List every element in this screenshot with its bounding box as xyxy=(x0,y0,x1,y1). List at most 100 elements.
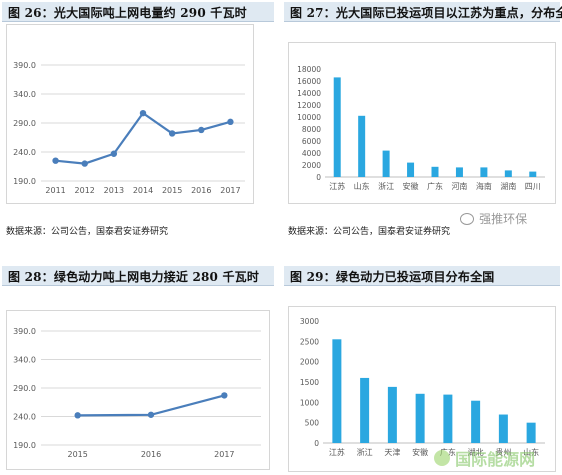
title-bar: 图 26：光大国际吨上网电量约 290 千瓦时 xyxy=(2,2,274,22)
chart-area: 190.0 240.0 290.0 340.0 390.0 2011 2012 2013 201… xyxy=(6,24,254,204)
y-tick-label: 3000 xyxy=(300,317,319,326)
y-tick-label: 8000 xyxy=(302,125,321,134)
x-tick-label: 河南 xyxy=(451,181,467,191)
y-tick-label: 2000 xyxy=(302,161,321,170)
bar xyxy=(480,167,488,177)
panel-fig29: 图 29：绿色动力已投运项目分布全国 0 500 1000 1500 2000 2500 3… xyxy=(284,266,560,472)
x-tick-label: 2016 xyxy=(191,186,211,195)
x-tick-label: 广东 xyxy=(440,447,456,457)
y-tick-label: 190.0 xyxy=(13,441,36,450)
bar xyxy=(358,115,366,177)
title-bar: 图 28：绿色动力吨上网电力接近 280 千瓦时 xyxy=(2,266,274,286)
x-tick-label: 2017 xyxy=(220,186,240,195)
x-tick-label: 2011 xyxy=(45,186,65,195)
chart-area: 190.0 240.0 290.0 340.0 390.0 2015 2016 2017 xyxy=(6,310,270,470)
bar xyxy=(360,377,370,443)
x-tick-label: 2015 xyxy=(162,186,182,195)
x-tick-label: 2013 xyxy=(104,186,124,195)
bar xyxy=(471,400,481,443)
data-point xyxy=(139,109,147,117)
chart-area: 0 500 1000 1500 2000 2500 3000 江苏 浙江 天津 安徽 广东 湖北 贵州 山东 xyxy=(288,306,556,472)
x-tick-label: 广东 xyxy=(427,181,443,191)
panel-fig27: 图 27：光大国际已投运项目以江苏为重点，分布全国 0 2000 4000 6000 8… xyxy=(284,2,562,238)
bar xyxy=(455,167,463,177)
data-point xyxy=(168,130,176,137)
data-point xyxy=(198,126,205,134)
data-point xyxy=(52,157,59,164)
y-tick-label: 240.0 xyxy=(13,413,36,422)
y-tick-label: 340.0 xyxy=(13,356,36,365)
x-tick-label: 江苏 xyxy=(329,447,345,457)
series-line xyxy=(55,111,231,165)
x-tick-label: 安徽 xyxy=(403,181,419,191)
x-tick-label: 四川 xyxy=(525,182,541,191)
chart-title: 图 28：绿色动力吨上网电力接近 280 千瓦时 xyxy=(8,270,260,284)
line-chart-fig28: 190.0 240.0 290.0 340.0 390.0 2015 2016 2017 xyxy=(13,327,261,459)
data-point xyxy=(74,412,81,419)
x-tick-label: 2017 xyxy=(214,450,234,459)
x-tick-label: 山东 xyxy=(523,447,539,457)
x-tick-label: 2016 xyxy=(141,450,161,459)
panel-fig28: 图 28：绿色动力吨上网电力接近 280 千瓦时 190.0 240.0 290.0… xyxy=(2,266,274,472)
y-tick-label: 18000 xyxy=(297,65,321,74)
x-tick-label: 贵州 xyxy=(495,447,511,457)
bar xyxy=(387,386,397,443)
title-bar: 图 27：光大国际已投运项目以江苏为重点，分布全国 xyxy=(284,2,562,22)
bar xyxy=(407,162,415,177)
y-tick-label: 190.0 xyxy=(13,177,36,186)
y-tick-label: 290.0 xyxy=(13,119,36,128)
x-tick-label: 安徽 xyxy=(412,447,428,457)
line-chart-fig26: 190.0 240.0 290.0 340.0 390.0 2011 2012 2013 201… xyxy=(13,61,245,195)
x-tick-label: 2015 xyxy=(67,450,87,459)
data-point xyxy=(110,150,118,157)
y-tick-label: 14000 xyxy=(297,89,321,98)
x-tick-label: 浙江 xyxy=(378,181,394,191)
x-tick-label: 天津 xyxy=(384,447,400,457)
y-tick-label: 16000 xyxy=(297,77,321,86)
data-source: 数据来源：公司公告，国泰君安证券研究 xyxy=(6,227,169,237)
y-tick-label: 6000 xyxy=(302,137,321,146)
bar xyxy=(333,77,341,177)
y-tick-label: 290.0 xyxy=(13,384,36,393)
chart-title: 图 29：绿色动力已投运项目分布全国 xyxy=(290,270,495,284)
y-tick-label: 2500 xyxy=(300,337,319,346)
y-tick-label: 4000 xyxy=(302,149,321,158)
bar xyxy=(382,150,390,177)
chart-title: 图 26：光大国际吨上网电量约 290 千瓦时 xyxy=(8,6,247,20)
bar xyxy=(529,171,537,177)
x-tick-label: 江苏 xyxy=(329,181,345,191)
x-tick-label: 2012 xyxy=(75,186,95,195)
y-tick-label: 0 xyxy=(314,439,319,448)
data-point xyxy=(221,392,228,399)
bar xyxy=(332,339,342,443)
bar xyxy=(415,393,425,443)
data-source: 数据来源：公司公告，国泰君安证券研究 xyxy=(288,227,451,237)
y-tick-label: 390.0 xyxy=(13,61,36,70)
y-tick-label: 340.0 xyxy=(13,90,36,99)
bar xyxy=(526,422,536,443)
y-tick-label: 1000 xyxy=(300,398,319,407)
x-tick-label: 海南 xyxy=(476,181,492,191)
data-point xyxy=(227,118,234,126)
x-tick-label: 浙江 xyxy=(357,447,373,457)
panel-fig26: 图 26：光大国际吨上网电量约 290 千瓦时 190.0 240.0 290.0 3… xyxy=(2,2,274,238)
bar xyxy=(431,166,439,177)
data-point xyxy=(81,160,88,167)
y-tick-label: 0 xyxy=(316,173,321,182)
title-bar: 图 29：绿色动力已投运项目分布全国 xyxy=(284,266,560,286)
bar-chart-fig29: 0 500 1000 1500 2000 2500 3000 江苏 浙江 天津 安徽 广东 湖北 贵州 山东 xyxy=(300,317,545,457)
y-tick-label: 10000 xyxy=(297,113,321,122)
y-tick-label: 2000 xyxy=(300,358,319,367)
x-tick-label: 湖南 xyxy=(500,181,516,191)
bar xyxy=(504,170,512,177)
y-tick-label: 390.0 xyxy=(13,327,36,336)
x-tick-label: 2014 xyxy=(133,186,153,195)
y-tick-label: 12000 xyxy=(297,101,321,110)
wechat-watermark: 强推环保 xyxy=(460,208,527,227)
chart-area: 0 2000 4000 6000 8000 10000 12000 14000 16000 180… xyxy=(288,42,556,204)
x-tick-label: 湖北 xyxy=(468,448,484,457)
y-tick-label: 500 xyxy=(305,419,320,428)
y-tick-label: 1500 xyxy=(300,378,319,387)
bar xyxy=(443,394,453,443)
chart-title: 图 27：光大国际已投运项目以江苏为重点，分布全国 xyxy=(290,6,562,20)
